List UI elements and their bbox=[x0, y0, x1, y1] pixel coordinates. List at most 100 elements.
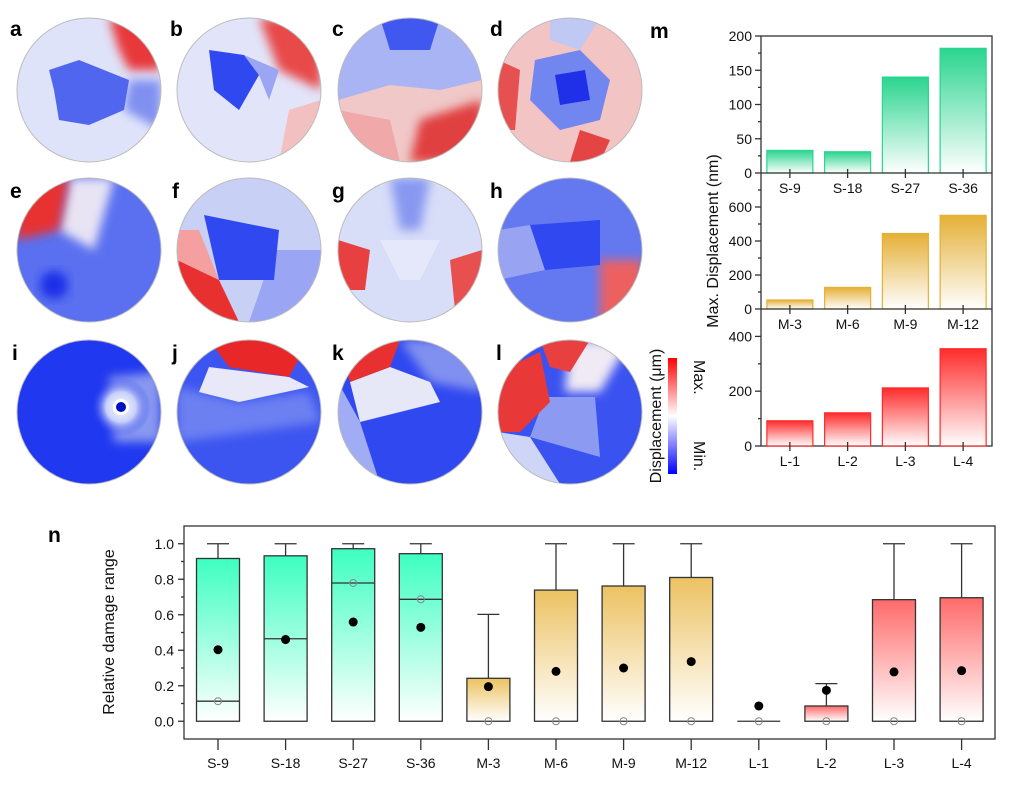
x-tick-label-S-9: S-9 bbox=[207, 755, 229, 771]
box-L-2 bbox=[804, 705, 849, 722]
mean-marker-S-36 bbox=[416, 622, 426, 632]
x-tick-label-S-36: S-36 bbox=[406, 755, 436, 771]
x-tick-label-L-2: L-2 bbox=[838, 453, 858, 469]
mean-marker-S-18 bbox=[281, 635, 291, 645]
y-tick-label: 0 bbox=[744, 438, 752, 454]
panel-label-j: j bbox=[171, 342, 178, 365]
x-tick-label-L-3: L-3 bbox=[895, 453, 915, 469]
y-tick-label: 400 bbox=[729, 328, 753, 344]
y-tick-label: 50 bbox=[736, 131, 752, 147]
mean-marker-L-1 bbox=[754, 701, 764, 711]
box-M-12 bbox=[669, 576, 714, 722]
x-tick-label-L-4: L-4 bbox=[953, 453, 973, 469]
x-tick-label-M-12: M-12 bbox=[947, 316, 979, 332]
x-tick-label-M-3: M-3 bbox=[778, 316, 802, 332]
bar-S-27 bbox=[881, 76, 929, 174]
median-marker-M-6 bbox=[552, 717, 560, 726]
y-tick-label: 0 bbox=[744, 301, 752, 317]
panel-label-h: h bbox=[490, 180, 503, 203]
displacement-map-c bbox=[337, 17, 483, 163]
x-tick-label-L-3: L-3 bbox=[884, 755, 904, 771]
displacement-map-e bbox=[16, 177, 162, 323]
x-tick-label-M-6: M-6 bbox=[544, 755, 568, 771]
y-tick-label: 1.0 bbox=[155, 536, 175, 552]
box-L-3 bbox=[871, 599, 917, 722]
box-S-36 bbox=[398, 553, 443, 722]
y-tick-label: 600 bbox=[729, 199, 753, 215]
y-tick-label: 150 bbox=[729, 62, 753, 78]
box-chart-ylabel: Relative damage range bbox=[101, 549, 118, 715]
panel-label-i: i bbox=[12, 342, 18, 365]
x-tick-label-M-6: M-6 bbox=[836, 316, 860, 332]
bar-L-2 bbox=[824, 412, 872, 447]
displacement-map-a bbox=[16, 17, 162, 163]
panel-label-n: n bbox=[48, 524, 61, 547]
y-tick-label: 0.4 bbox=[155, 642, 175, 658]
bar-S-36 bbox=[939, 47, 987, 174]
y-tick-label: 200 bbox=[729, 267, 753, 283]
colorbar-title: Displacement (μm) bbox=[648, 349, 665, 484]
median-marker-L-2 bbox=[822, 717, 831, 726]
y-tick-label: 100 bbox=[729, 97, 753, 113]
median-marker-M-3 bbox=[484, 717, 493, 726]
y-tick-label: 0 bbox=[744, 165, 752, 181]
median-marker-L-3 bbox=[890, 717, 898, 726]
x-tick-label-M-3: M-3 bbox=[476, 755, 500, 771]
x-tick-label-M-9: M-9 bbox=[612, 755, 636, 771]
panel-label-g: g bbox=[332, 180, 345, 203]
box-S-9 bbox=[195, 557, 241, 722]
panel-label-e: e bbox=[10, 180, 22, 203]
panel-label-b: b bbox=[170, 18, 183, 41]
panel-label-d: d bbox=[490, 18, 503, 41]
mean-marker-L-3 bbox=[889, 667, 899, 677]
bar-M-9 bbox=[881, 232, 929, 310]
median-marker-M-12 bbox=[687, 717, 696, 726]
panel-label-l: l bbox=[496, 342, 502, 365]
colorbar: Displacement (μm) Max. Min. bbox=[648, 349, 707, 484]
y-tick-label: 0.6 bbox=[155, 607, 175, 623]
displacement-map-g bbox=[337, 177, 483, 323]
y-tick-label: 200 bbox=[729, 28, 753, 44]
y-tick-label: 0.8 bbox=[155, 571, 175, 587]
x-tick-label-L-1: L-1 bbox=[749, 755, 769, 771]
mean-marker-M-3 bbox=[483, 682, 493, 692]
bar-chart-max-displacement: Max. Displacement (nm) S-9 S-18 S-27 S-36 0 5… bbox=[705, 28, 993, 469]
displacement-map-i bbox=[16, 339, 162, 485]
y-tick-label: 0.2 bbox=[155, 678, 175, 694]
x-tick-label-S-27: S-27 bbox=[338, 755, 368, 771]
panel-label-k: k bbox=[332, 342, 344, 365]
x-tick-label-M-9: M-9 bbox=[893, 316, 917, 332]
displacement-map-b bbox=[176, 17, 322, 163]
mean-marker-S-9 bbox=[213, 645, 223, 655]
displacement-map-j bbox=[176, 339, 322, 485]
mean-marker-L-4 bbox=[957, 666, 967, 676]
box-M-6 bbox=[533, 589, 579, 722]
box-L-4 bbox=[939, 597, 984, 722]
median-marker-S-36 bbox=[416, 595, 425, 604]
mean-marker-S-27 bbox=[348, 617, 358, 627]
colorbar-min-label: Min. bbox=[690, 441, 707, 471]
mean-marker-L-2 bbox=[821, 685, 831, 695]
displacement-map-k bbox=[337, 339, 483, 485]
y-tick-label: 200 bbox=[729, 383, 753, 399]
median-marker-L-1 bbox=[754, 717, 763, 726]
box-S-27 bbox=[331, 548, 376, 722]
mean-marker-M-6 bbox=[551, 666, 561, 676]
median-marker-M-9 bbox=[619, 717, 628, 726]
x-tick-label-L-4: L-4 bbox=[951, 755, 971, 771]
box-M-9 bbox=[601, 585, 646, 722]
box-chart-relative-damage: Relative damage range 0.0 0.2 0.4 0.6 0.8 1.0… bbox=[101, 525, 996, 771]
displacement-map-d bbox=[497, 17, 643, 163]
bar-chart-ylabel: Max. Displacement (nm) bbox=[705, 154, 722, 327]
bar-M-12 bbox=[939, 214, 987, 310]
x-tick-label-S-18: S-18 bbox=[833, 180, 863, 196]
bar-L-4 bbox=[939, 348, 987, 447]
colorbar-max-label: Max. bbox=[690, 360, 707, 395]
displacement-map-f bbox=[176, 177, 322, 323]
x-tick-label-L-1: L-1 bbox=[780, 453, 800, 469]
y-tick-label: 400 bbox=[729, 233, 753, 249]
median-marker-L-4 bbox=[957, 717, 966, 726]
panel-label-a: a bbox=[10, 18, 22, 41]
x-tick-label-S-18: S-18 bbox=[271, 755, 301, 771]
